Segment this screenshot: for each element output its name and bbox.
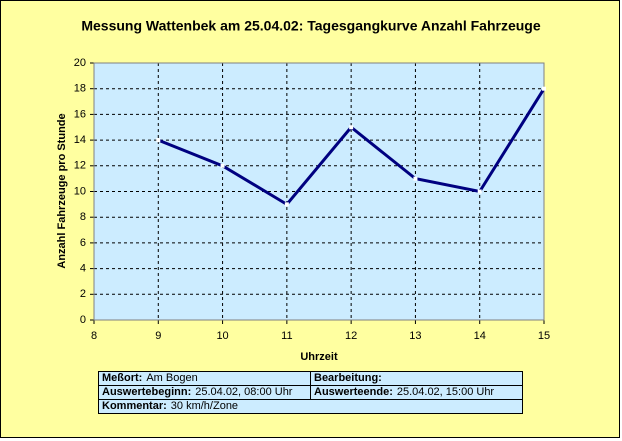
data-point	[349, 125, 354, 130]
data-point	[220, 163, 225, 168]
info-cell: Auswertebeginn: 25.04.02, 08:00 Uhr	[98, 385, 311, 400]
x-tick-label: 10	[216, 330, 228, 342]
y-tick-label: 20	[74, 57, 86, 69]
info-cell: Bearbeitung:	[310, 371, 523, 386]
info-label: Auswertebeginn:	[102, 386, 192, 398]
y-tick-label: 12	[74, 160, 86, 172]
x-tick-label: 14	[474, 330, 486, 342]
x-tick-label: 13	[409, 330, 421, 342]
info-row: Auswertebeginn: 25.04.02, 08:00 Uhr Auswer…	[98, 385, 523, 400]
data-point	[156, 138, 161, 143]
data-point	[477, 189, 482, 194]
info-row: Kommentar: 30 km/h/Zone	[98, 399, 523, 414]
y-tick-label: 16	[74, 108, 86, 120]
info-table: Meßort: Am Bogen Bearbeitung: Auswertebegin…	[98, 371, 523, 414]
info-cell: Kommentar: 30 km/h/Zone	[98, 399, 523, 414]
y-tick-label: 2	[80, 288, 86, 300]
chart-title: Messung Wattenbek am 25.04.02: Tagesgang…	[81, 18, 540, 34]
info-cell: Auswerteende: 25.04.02, 15:00 Uhr	[310, 385, 523, 400]
x-axis-label: Uhrzeit	[300, 351, 338, 363]
y-tick-label: 0	[80, 314, 86, 326]
info-value: 30 km/h/Zone	[170, 400, 239, 412]
info-label: Kommentar:	[102, 400, 167, 412]
plot-border	[93, 62, 545, 321]
y-tick-label: 18	[74, 83, 86, 95]
info-row: Meßort: Am Bogen Bearbeitung:	[98, 371, 523, 386]
info-label: Auswerteende:	[314, 386, 393, 398]
y-tick-label: 6	[80, 237, 86, 249]
info-value: 25.04.02, 08:00 Uhr	[195, 386, 293, 398]
info-value: Am Bogen	[146, 372, 198, 384]
data-point	[542, 86, 546, 91]
y-tick-label: 14	[74, 134, 86, 146]
y-tick-label: 8	[80, 211, 86, 223]
data-point	[284, 202, 289, 207]
info-label: Bearbeitung:	[314, 372, 382, 384]
info-value: 25.04.02, 15:00 Uhr	[396, 386, 495, 398]
x-tick-label: 11	[281, 330, 292, 342]
x-tick-label: 8	[91, 330, 97, 342]
y-tick-label: 4	[80, 263, 86, 275]
x-tick-label: 9	[155, 330, 161, 342]
data-point	[413, 176, 418, 181]
info-label: Meßort:	[102, 372, 143, 384]
x-tick-label: 15	[538, 330, 550, 342]
info-cell: Meßort: Am Bogen	[98, 371, 311, 386]
y-tick-label: 10	[74, 185, 86, 197]
y-axis-label: Anzahl Fahrzeuge pro Stunde	[56, 113, 68, 268]
x-tick-label: 12	[345, 330, 357, 342]
